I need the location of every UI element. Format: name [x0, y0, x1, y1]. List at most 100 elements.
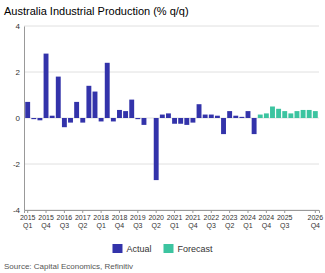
x-tick-label-line: 2025 [277, 214, 293, 221]
x-tick-label-line: Q3 [207, 222, 216, 230]
x-axis-line [25, 211, 320, 214]
bar [264, 113, 269, 118]
x-tick-label-line: 2018 [112, 214, 128, 221]
x-tick-label-line: Q2 [152, 222, 161, 230]
x-tick: 2026Q4 [308, 210, 324, 230]
bar [301, 110, 306, 118]
bar [209, 115, 214, 118]
x-tick-label: 2022Q3 [203, 214, 219, 230]
x-tick-label-line: Q2 [78, 222, 87, 230]
x-tick-mark [156, 210, 157, 213]
x-tick-label-line: 2021 [167, 214, 183, 221]
bar [313, 111, 318, 118]
x-tick-label-line: Q1 [243, 222, 252, 230]
x-tick-label-line: Q2 [225, 222, 234, 230]
y-tick: 2 [16, 68, 24, 77]
title: Australia Industrial Production (% q/q) [4, 5, 189, 17]
x-tick-label: 2024Q4 [259, 214, 275, 230]
grid-line [24, 72, 319, 73]
bar [246, 111, 251, 118]
x-tick-mark [315, 210, 316, 213]
x-tick-mark [248, 210, 249, 213]
x-tick-mark [46, 210, 47, 213]
x-tick-label-line: 2017 [75, 214, 91, 221]
x-tick-label-line: Q3 [280, 222, 289, 230]
bar [252, 118, 257, 134]
bar [68, 118, 73, 123]
bar [295, 111, 300, 118]
x-tick-mark [266, 210, 267, 213]
x-tick-label-line: 2018 [93, 214, 109, 221]
x-tick: 2019Q3 [130, 210, 146, 230]
x-tick-mark [174, 210, 175, 213]
x-tick-label-line: 2023 [222, 214, 238, 221]
x-tick-label: 2019Q3 [130, 214, 146, 230]
bar [135, 118, 140, 119]
bar [148, 118, 153, 119]
x-tick-label-line: Q4 [115, 222, 124, 230]
bar [111, 118, 116, 121]
bar [31, 118, 36, 119]
bar [203, 115, 208, 118]
legend-item: Actual [112, 244, 151, 254]
bar [117, 110, 122, 118]
x-tick-label: 2023Q2 [222, 214, 238, 230]
bar [86, 86, 91, 118]
bars [25, 54, 318, 181]
x-tick-label-line: Q1 [96, 222, 105, 230]
x-tick: 2021Q1 [167, 210, 183, 230]
x-tick: 2023Q2 [222, 210, 238, 230]
x-tick-label-line: Q1 [23, 222, 32, 230]
bar [56, 77, 61, 118]
bar [50, 116, 55, 118]
y-tick-label: 2 [16, 68, 21, 77]
bar [105, 63, 110, 118]
x-tick-label: 2021Q1 [167, 214, 183, 230]
bar [233, 116, 238, 118]
bar [142, 118, 147, 125]
bar [178, 118, 183, 124]
bar [99, 118, 104, 121]
x-tick-label-line: 2021 [185, 214, 201, 221]
y-axis: -4-2024 [13, 22, 25, 215]
bar [62, 118, 67, 127]
x-tick-label: 2017Q2 [75, 214, 91, 230]
y-tick-label: 4 [16, 22, 21, 31]
x-tick: 2021Q4 [185, 210, 201, 230]
bar [37, 118, 42, 120]
x-tick-label: 2024Q1 [240, 214, 256, 230]
x-tick-label-line: 2015 [20, 214, 36, 221]
bar [221, 118, 226, 134]
x-tick: 2024Q1 [240, 210, 256, 230]
x-tick: 2017Q2 [75, 210, 91, 230]
bar [74, 102, 79, 118]
x-tick: 2018Q4 [112, 210, 128, 230]
x-tick-label-line: Q4 [311, 222, 320, 230]
bar [190, 118, 195, 123]
x-tick-label-line: Q1 [170, 222, 179, 230]
x-tick-label: 2015Q4 [38, 214, 54, 230]
x-tick-mark [27, 210, 28, 213]
y-tick-label: 0 [16, 114, 21, 123]
bar [25, 102, 30, 118]
y-tick-label: -2 [13, 160, 21, 169]
bar [154, 118, 159, 180]
grid-line [24, 26, 319, 27]
bar [44, 54, 49, 118]
x-tick-label-line: Q3 [133, 222, 142, 230]
bar [123, 111, 128, 118]
bar [197, 104, 202, 118]
x-tick-label-line: Q3 [60, 222, 69, 230]
legend: ActualForecast [112, 244, 213, 254]
x-tick: 2018Q1 [93, 210, 109, 230]
x-tick-label-line: 2019 [130, 214, 146, 221]
bar [282, 111, 287, 118]
bar [270, 107, 275, 119]
legend-label: Actual [126, 244, 151, 254]
legend-swatch [112, 244, 122, 253]
x-tick-mark [64, 210, 65, 213]
y-tick: -2 [13, 160, 24, 169]
x-tick-label-line: Q4 [188, 222, 197, 230]
x-tick-label-line: 2020 [148, 214, 164, 221]
bar [93, 92, 98, 118]
